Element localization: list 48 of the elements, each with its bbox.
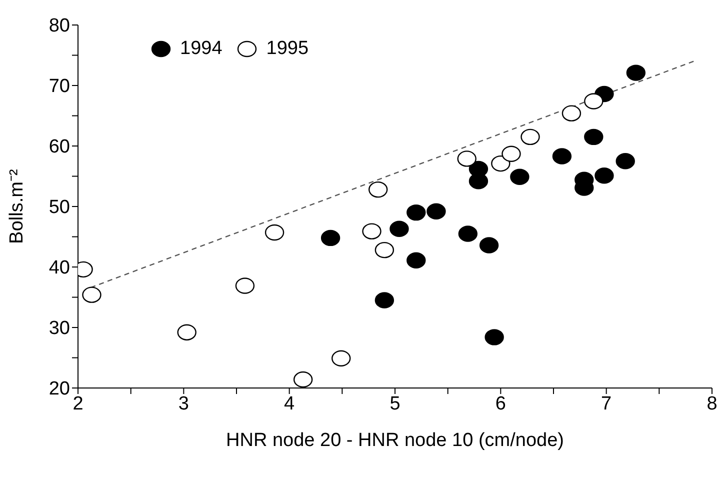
point <box>584 93 604 110</box>
y-tick-label: 30 <box>48 318 70 340</box>
y-tick-label: 50 <box>48 197 70 218</box>
point <box>362 223 382 240</box>
y-tick-label: 60 <box>48 136 70 158</box>
point <box>491 155 510 172</box>
point <box>374 292 394 308</box>
point <box>562 105 582 122</box>
point <box>552 148 572 164</box>
x-tick-label: 2 <box>72 393 84 414</box>
x-tick-label: 8 <box>706 393 718 414</box>
legend-label: 1995 <box>266 38 309 60</box>
x-tick-label: 7 <box>601 393 612 414</box>
x-tick-label: 6 <box>495 393 506 414</box>
point <box>406 204 426 221</box>
point <box>426 203 446 220</box>
legend-label: 1994 <box>180 38 222 60</box>
point <box>510 168 530 185</box>
point <box>626 64 646 81</box>
point <box>264 224 284 241</box>
y-axis-title: Bolls.m⁻² <box>6 169 28 244</box>
point <box>457 150 476 167</box>
point <box>332 350 351 366</box>
y-tick-label: 80 <box>48 16 70 37</box>
point <box>502 146 521 162</box>
point <box>390 220 409 237</box>
point <box>368 181 388 198</box>
y-tick-label: 40 <box>48 258 70 279</box>
point <box>406 252 426 268</box>
y-tick-label: 20 <box>48 378 70 400</box>
x-tick-label: 4 <box>284 393 296 414</box>
point <box>594 168 614 184</box>
point <box>458 226 478 242</box>
x-tick-label: 3 <box>178 393 189 414</box>
point <box>616 153 635 170</box>
point <box>584 128 604 146</box>
x-tick-label: 5 <box>390 393 400 414</box>
point <box>484 329 504 346</box>
point <box>177 324 196 340</box>
point <box>520 128 540 146</box>
point <box>374 242 394 258</box>
point <box>479 237 499 254</box>
x-axis-title: HNR node 20 - HNR node 10 (cm/node) <box>226 430 564 451</box>
y-tick-label: 70 <box>48 76 70 98</box>
point <box>293 371 313 388</box>
point <box>320 230 340 246</box>
point <box>82 286 102 303</box>
point <box>235 278 255 294</box>
